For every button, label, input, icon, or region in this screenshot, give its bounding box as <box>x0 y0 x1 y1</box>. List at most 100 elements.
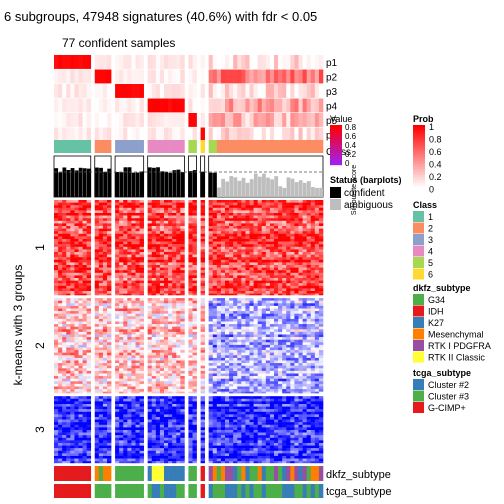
heatmap-cell <box>147 347 153 351</box>
heatmap-cell <box>131 288 136 292</box>
heatmap-cell <box>261 233 267 237</box>
heatmap-cell <box>310 326 316 330</box>
prob-cell <box>237 55 242 69</box>
heatmap-cell <box>290 347 295 351</box>
heatmap-cell <box>164 280 169 284</box>
prob-cell <box>135 98 140 113</box>
heatmap-cell <box>302 223 307 227</box>
heatmap-cell <box>176 368 181 372</box>
heatmap-cell <box>70 339 75 343</box>
heatmap-cell <box>237 391 242 394</box>
heatmap-cell <box>310 239 316 242</box>
heatmap-cell <box>302 283 307 286</box>
heatmap-cell <box>188 311 193 314</box>
heatmap-cell <box>237 241 242 245</box>
heatmap-cell <box>265 298 271 301</box>
heatmap-cell <box>310 259 316 263</box>
heatmap-cell <box>74 252 79 255</box>
heatmap-cell <box>261 360 267 364</box>
heatmap-cell <box>86 357 92 361</box>
heatmap-cell <box>176 386 181 390</box>
heatmap-cell <box>290 220 295 224</box>
prob-cell <box>245 113 250 127</box>
heatmap-cell <box>310 233 316 237</box>
heatmap-cell <box>302 280 307 284</box>
heatmap-cell <box>278 350 283 353</box>
heatmap-cell <box>159 396 165 399</box>
heatmap-cell <box>115 318 120 322</box>
heatmap-cell <box>188 267 193 271</box>
heatmap-cell <box>294 331 299 335</box>
heatmap-cell <box>229 265 234 268</box>
heatmap-cell <box>192 303 197 307</box>
heatmap-cell <box>62 228 67 232</box>
heatmap-cell <box>282 236 287 240</box>
heatmap-cell <box>216 326 222 330</box>
heatmap-cell <box>147 275 153 279</box>
heatmap-cell <box>216 396 222 399</box>
heatmap-cell <box>98 280 104 284</box>
heatmap-cell <box>237 254 242 258</box>
heatmap-cell <box>107 259 112 263</box>
heatmap-cell <box>139 228 144 232</box>
heatmap-cell <box>159 337 165 340</box>
heatmap-cell <box>159 363 165 366</box>
prob-cell <box>225 113 230 127</box>
prob-cell <box>216 55 222 69</box>
heatmap-cell <box>155 373 161 377</box>
heatmap-cell <box>151 262 157 266</box>
prob-cell <box>253 98 258 113</box>
heatmap-cell <box>119 207 124 211</box>
heatmap-cell <box>66 226 71 229</box>
heatmap-cell <box>192 365 197 369</box>
heatmap-cell <box>245 215 250 219</box>
heatmap-cell <box>249 389 254 392</box>
heatmap-cell <box>54 239 59 242</box>
heatmap-cell <box>208 355 214 359</box>
heatmap-cell <box>314 383 320 387</box>
heatmap-cell <box>123 339 128 343</box>
heatmap-cell <box>58 249 63 253</box>
heatmap-cell <box>302 329 307 333</box>
heatmap-cell <box>253 326 258 330</box>
prob-cell <box>164 55 169 69</box>
heatmap-cell <box>257 280 263 284</box>
heatmap-cell <box>82 342 87 346</box>
heatmap-cell <box>233 259 238 263</box>
heatmap-cell <box>249 244 254 247</box>
heatmap-cell <box>302 252 307 255</box>
heatmap-cell <box>220 370 226 374</box>
heatmap-cell <box>164 291 169 294</box>
heatmap-cell <box>261 305 267 309</box>
heatmap-cell <box>139 342 144 346</box>
heatmap-cell <box>135 370 140 374</box>
heatmap-cell <box>253 355 258 359</box>
heatmap-cell <box>294 355 299 359</box>
prob-cell <box>168 84 173 98</box>
heatmap-cell <box>127 241 132 245</box>
heatmap-cell <box>310 370 316 374</box>
heatmap-cell <box>274 365 279 369</box>
heatmap-cell <box>216 365 222 369</box>
heatmap-cell <box>151 270 157 273</box>
heatmap-cell <box>151 275 157 279</box>
heatmap-cell <box>314 352 320 356</box>
heatmap-cell <box>180 308 185 312</box>
heatmap-cell <box>180 205 185 208</box>
heatmap-cell <box>200 278 205 281</box>
prob-cell <box>135 84 140 98</box>
prob-cell <box>58 127 63 142</box>
heatmap-cell <box>274 205 279 208</box>
heatmap-cell <box>318 311 324 314</box>
heatmap-cell <box>188 396 193 399</box>
heatmap-cell <box>94 210 100 214</box>
heatmap-cell <box>257 339 263 343</box>
class-cell <box>314 140 320 153</box>
heatmap-cell <box>220 363 226 366</box>
prob-cell <box>282 69 287 84</box>
heatmap-cell <box>314 321 320 325</box>
heatmap-cell <box>147 344 153 348</box>
prob-cell <box>139 113 144 127</box>
heatmap-cell <box>294 389 299 392</box>
heatmap-cell <box>212 350 218 353</box>
